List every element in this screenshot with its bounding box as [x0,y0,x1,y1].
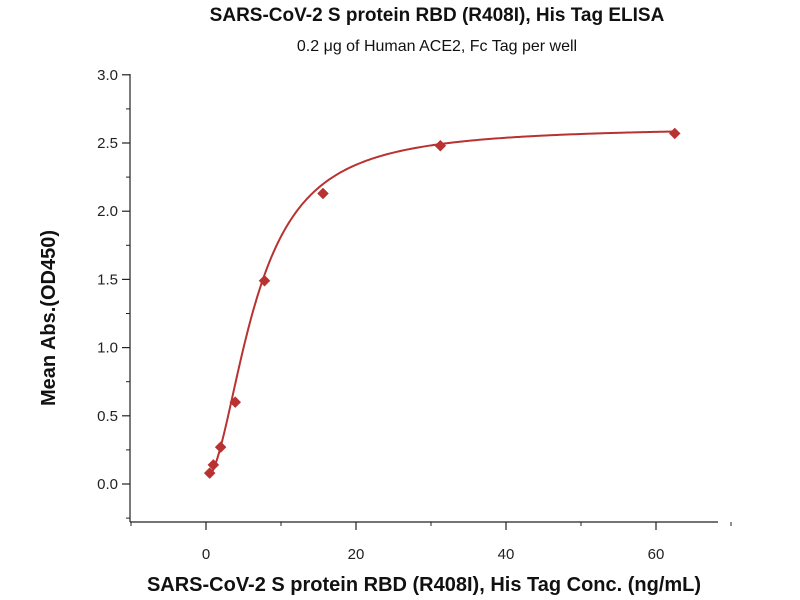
x-axis-ticks: 0 20 40 60 [130,522,732,563]
fit-curve-layer [208,130,675,477]
data-point [317,187,329,200]
data-point [207,459,220,471]
data-point [434,139,447,152]
x-axis-label: SARS-CoV-2 S protein RBD (R408I), His Ta… [147,574,701,596]
y-tick-label: 3.0 [97,67,118,84]
data-points-layer [203,127,681,479]
chart-subtitle: 0.2 μg of Human ACE2, Fc Tag per well [297,38,577,55]
data-point [258,274,271,287]
y-axis-ticks: 0.0 0.5 1.0 1.5 2.0 2.5 3.0 [97,67,130,519]
y-tick-label: 0.5 [97,408,118,425]
y-tick-label: 2.5 [97,135,118,152]
fit-curve [208,130,675,477]
x-tick-label: 60 [648,546,665,563]
x-tick-label: 40 [498,546,515,563]
data-point [668,127,681,140]
data-point [229,396,242,409]
y-tick-label: 2.0 [97,203,118,220]
chart-title: SARS-CoV-2 S protein RBD (R408I), His Ta… [210,5,665,26]
data-point [214,441,227,454]
y-axis-label: Mean Abs.(OD450) [38,230,60,406]
x-tick-label: 20 [348,546,365,563]
y-tick-label: 1.5 [97,271,118,288]
x-tick-label: 0 [202,546,210,563]
data-point [203,467,216,479]
y-tick-label: 0.0 [97,476,118,493]
y-tick-label: 1.0 [97,340,118,357]
